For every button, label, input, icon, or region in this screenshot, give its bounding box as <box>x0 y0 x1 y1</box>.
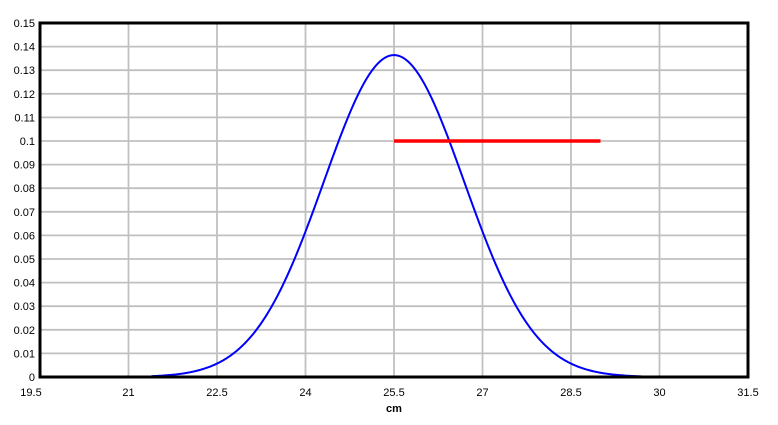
y-tick-label: 0.03 <box>14 301 35 313</box>
y-tick-label: 0.11 <box>14 112 35 124</box>
y-tick-label: 0 <box>29 372 35 384</box>
x-axis-title: cm <box>386 403 402 415</box>
x-tick-label: 28.5 <box>560 387 581 399</box>
y-tick-label: 0.09 <box>14 160 35 172</box>
x-tick-label: 27 <box>476 387 488 399</box>
x-tick-label: 21 <box>122 387 134 399</box>
y-tick-label: 0.14 <box>14 42 35 54</box>
y-tick-label: 0.1 <box>20 136 35 148</box>
series-layer <box>151 54 643 378</box>
distribution-curve <box>151 54 643 378</box>
y-tick-label: 0.06 <box>14 230 35 242</box>
y-tick-label: 0.02 <box>14 325 35 337</box>
y-tick-label: 0.08 <box>14 183 35 195</box>
x-tick-label: 22.5 <box>206 387 227 399</box>
y-axis-tick-labels: 0 0.01 0.02 0.03 0.04 0.05 0.06 0.07 0.08 0.09 0.1… <box>14 18 35 384</box>
y-tick-label: 0.01 <box>14 348 35 360</box>
y-tick-label: 0.13 <box>14 65 35 77</box>
x-tick-label: 30 <box>653 387 665 399</box>
y-tick-label: 0.05 <box>14 254 35 266</box>
y-tick-label: 0.04 <box>14 278 35 290</box>
x-tick-label: 24 <box>299 387 311 399</box>
y-tick-label: 0.15 <box>14 18 35 30</box>
gridlines <box>40 23 748 377</box>
x-tick-label: 25.5 <box>383 387 404 399</box>
y-tick-label: 0.07 <box>14 207 35 219</box>
plot-border <box>38 21 750 379</box>
x-tick-label: 19.5 <box>20 387 41 399</box>
y-tick-label: 0.12 <box>14 89 35 101</box>
x-axis-tick-labels: 19.5 21 22.5 24 25.5 27 28.5 30 31.5 <box>20 387 758 399</box>
x-tick-label: 31.5 <box>737 387 758 399</box>
